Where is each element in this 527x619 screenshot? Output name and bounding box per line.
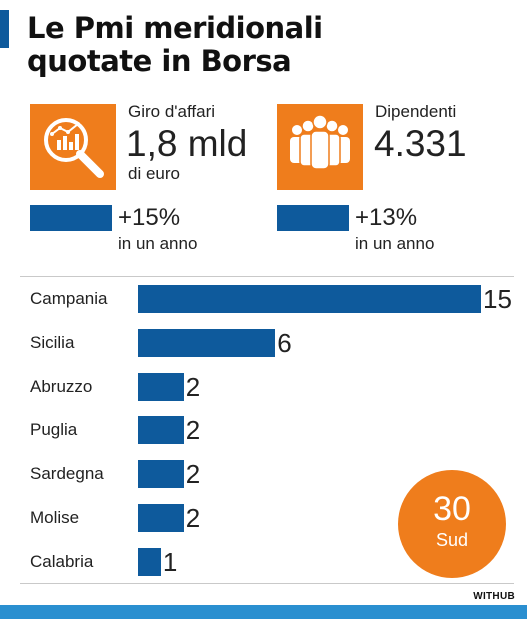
brand-logo: WITHUB bbox=[473, 591, 515, 602]
bar-category-label: Abruzzo bbox=[30, 376, 93, 396]
bar-sardegna bbox=[138, 460, 184, 489]
bar-category-label: Molise bbox=[30, 508, 80, 527]
title-line-2: quotate in Borsa bbox=[27, 44, 292, 78]
bar-value-label: 2 bbox=[185, 503, 201, 533]
chart-bottom-divider bbox=[20, 583, 514, 584]
total-badge: 30 Sud bbox=[398, 470, 506, 578]
kpi-employees-period: in un anno bbox=[355, 234, 435, 253]
chart-top-divider bbox=[20, 276, 514, 277]
kpi-revenue-growth: +15% bbox=[118, 204, 181, 231]
kpi-employees-label: Dipendenti bbox=[375, 102, 457, 121]
bar-category-label: Calabria bbox=[30, 551, 94, 571]
bar-value-label: 2 bbox=[185, 415, 201, 446]
bar-value-label: 6 bbox=[277, 327, 292, 358]
chart-title: Le Pmi meridionali quotate in Borsa bbox=[27, 12, 323, 78]
bar-sicilia bbox=[138, 328, 276, 357]
kpi-employees-growth: +13% bbox=[355, 204, 418, 231]
bar-puglia bbox=[138, 416, 184, 445]
kpi-revenue-value: 1,8 mld bbox=[126, 123, 248, 164]
kpi-employees-growth-bar bbox=[277, 205, 349, 231]
kpi-revenue-period: in un anno bbox=[118, 234, 198, 253]
kpi-employees-value: 4.331 bbox=[374, 123, 467, 164]
kpi-revenue-unit: di euro bbox=[128, 164, 180, 183]
bar-abruzzo bbox=[138, 372, 184, 401]
bar-value-label: 2 bbox=[185, 371, 201, 402]
bar-value-label: 2 bbox=[185, 459, 201, 490]
people-group-icon bbox=[277, 104, 363, 190]
title-line-1: Le Pmi meridionali bbox=[27, 11, 323, 45]
total-value: 30 bbox=[433, 490, 471, 528]
kpi-revenue-growth-bar bbox=[30, 205, 112, 231]
footer-bar bbox=[0, 605, 527, 619]
bar-value-label: 1 bbox=[162, 546, 178, 577]
kpi-revenue-label: Giro d'affari bbox=[128, 102, 216, 121]
bar-value-label: 15 bbox=[483, 284, 512, 314]
bar-category-label: Puglia bbox=[30, 420, 78, 440]
magnifier-chart-icon bbox=[30, 104, 116, 190]
bar-category-label: Campania bbox=[30, 289, 108, 308]
bar-molise bbox=[138, 504, 184, 532]
bar-category-label: Sicilia bbox=[30, 332, 75, 352]
title-accent-bar bbox=[0, 10, 9, 48]
bar-category-label: Sardegna bbox=[30, 464, 104, 484]
bar-calabria bbox=[138, 547, 161, 576]
total-label: Sud bbox=[435, 530, 469, 550]
bar-campania bbox=[138, 285, 481, 313]
